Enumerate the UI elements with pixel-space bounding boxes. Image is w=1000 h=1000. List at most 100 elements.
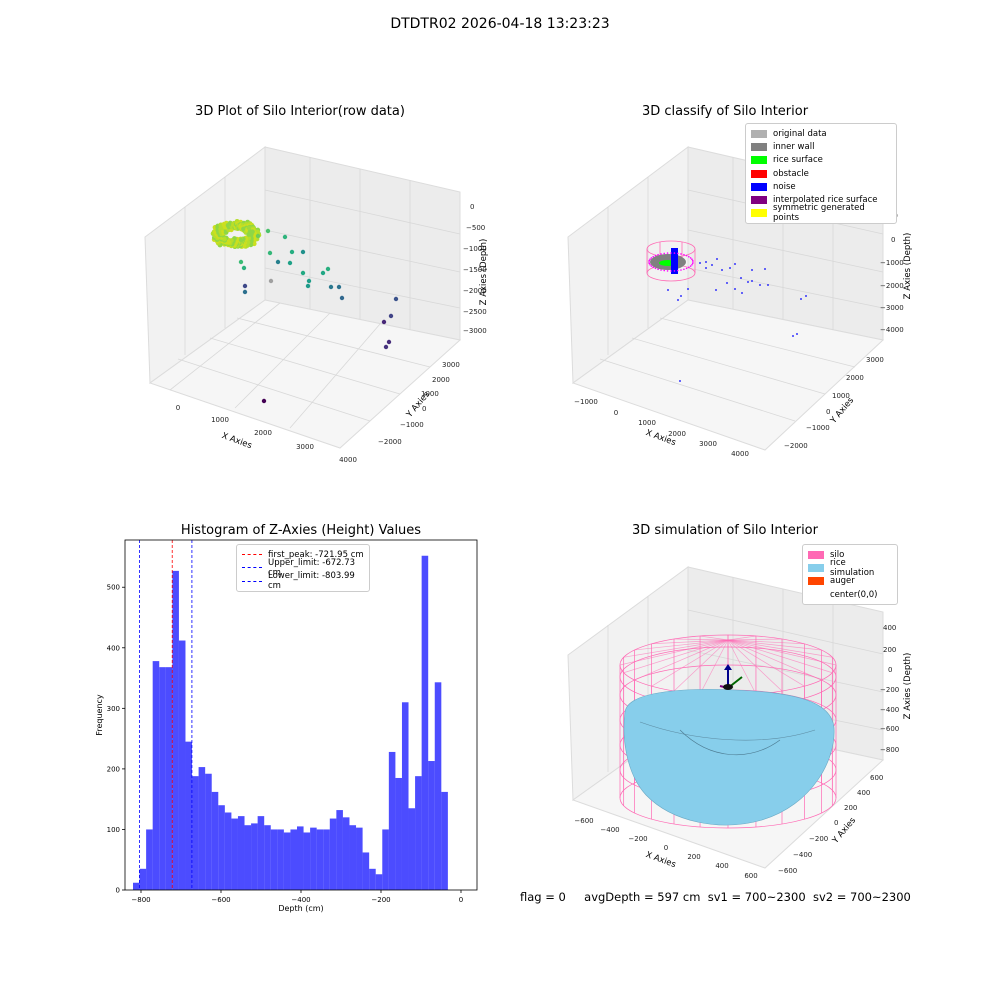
legend-swatch: [808, 550, 824, 559]
sim-ytick: 400: [857, 789, 870, 797]
classify-ztick: −3000: [880, 304, 904, 312]
legend-item-upper-limit: Upper_limit: -672.73 cm: [242, 558, 364, 578]
silo-roof-line: [651, 639, 729, 687]
status-line: flag = 0 avgDepth = 597 cm sv1 = 700~230…: [520, 890, 911, 904]
legend-swatch: [751, 182, 767, 191]
flag-text: flag = 0: [520, 890, 566, 904]
noise-point: [767, 284, 769, 286]
interpolated-point: [685, 267, 688, 270]
histogram-bar: [349, 825, 357, 890]
histogram-bar: [152, 661, 160, 890]
histogram-ytick-label: 300: [107, 705, 120, 713]
legend-item-obstacle: obstacle: [751, 167, 891, 180]
raw-point: [238, 237, 244, 243]
histogram-ytick-label: 200: [107, 765, 120, 773]
classify-ztick: −4000: [880, 326, 904, 334]
interpolated-point: [650, 265, 653, 267]
interpolated-point: [673, 270, 676, 272]
histogram-xtick-label: −400: [291, 896, 310, 904]
sim-xtick: −200: [628, 835, 647, 843]
noise-point: [792, 335, 794, 337]
histogram-bar: [297, 826, 304, 890]
raw-point: [242, 289, 248, 295]
interpolated-point: [691, 258, 693, 261]
simulation-plot-title: 3D simulation of Silo Interior: [632, 523, 818, 538]
sim-xtick: −600: [574, 817, 593, 825]
histogram-bar: [211, 791, 219, 890]
interpolated-point: [654, 267, 657, 270]
histogram-xtick-label: −200: [371, 896, 390, 904]
histogram-bar: [237, 816, 245, 890]
histogram-bar: [356, 827, 363, 890]
legend-swatch: [751, 156, 767, 165]
legend-label: first_peak: -721.95 cm: [268, 549, 364, 560]
noise-point: [679, 380, 681, 382]
histogram-bar: [231, 818, 238, 890]
noise-column: [671, 248, 678, 274]
sim-xtick: 400: [715, 862, 728, 870]
histogram-bar: [218, 805, 225, 890]
sim-ytick: 0: [834, 819, 838, 827]
sim-xtick: 200: [687, 853, 700, 861]
histogram-bar: [251, 823, 258, 890]
raw-point: [261, 398, 267, 404]
histogram-bar: [159, 667, 166, 890]
silo-roof-line: [727, 635, 757, 641]
raw-point: [381, 319, 387, 325]
raw-ytick: 1000: [421, 390, 439, 398]
histogram-bar: [441, 791, 448, 890]
silo-roof-line: [727, 639, 822, 681]
raw-point: [325, 266, 331, 272]
legend-swatch: [751, 142, 767, 151]
silo-roof-line: [634, 639, 729, 681]
rice-simulation-surface: [623, 689, 835, 826]
raw-point: [267, 250, 273, 256]
interpolated-point: [660, 253, 662, 255]
raw-point: [242, 283, 248, 289]
histogram-bar: [165, 667, 173, 890]
legend-label: Upper_limit: -672.73 cm: [268, 557, 356, 578]
sim-ytick: −200: [809, 835, 828, 843]
raw-point: [255, 233, 261, 239]
histogram-ylabel: Frequency: [95, 694, 104, 736]
legend-label: inner wall: [773, 141, 815, 152]
raw-ztick: −2000: [463, 287, 487, 295]
classify-ytick: 3000: [866, 356, 884, 364]
raw-zlabel: Z Axies (Depth): [479, 239, 489, 306]
noise-point: [764, 268, 766, 270]
histogram-bar: [198, 767, 206, 890]
sv2-text: sv2 = 700~2300: [812, 890, 911, 904]
histogram-bar: [369, 868, 376, 890]
classify-legend: original data inner wall rice surface ob…: [745, 123, 897, 225]
noise-point: [726, 282, 728, 284]
silo-roof-line: [623, 639, 729, 674]
silo-roof-line: [634, 639, 729, 651]
silo-roof-line: [727, 639, 805, 645]
histogram-bar: [205, 773, 212, 890]
histogram-xlabel: Depth (cm): [278, 904, 323, 913]
sim-ztick: 200: [883, 646, 896, 654]
histogram-bar: [303, 832, 311, 890]
raw-point: [282, 234, 288, 240]
raw-xtick: 1000: [211, 416, 229, 424]
raw-ztick: −3000: [463, 327, 487, 335]
classify-ytick: 2000: [846, 374, 864, 382]
legend-item-auger: auger: [808, 575, 892, 588]
legend-label: Lower_limit: -803.99 cm: [268, 571, 355, 592]
silo-roof-line: [673, 638, 729, 641]
legend-label: symmetric generated points: [773, 203, 865, 224]
interpolated-point: [691, 263, 693, 266]
histogram-bar: [342, 817, 350, 890]
silo-roof-line: [673, 639, 729, 692]
noise-point: [687, 288, 689, 290]
raw-point: [275, 259, 281, 265]
histogram-bar: [277, 829, 284, 890]
histogram-xtick-label: 0: [459, 896, 463, 904]
noise-point: [716, 258, 718, 260]
histogram-bar: [172, 570, 179, 890]
simulation-legend: silo rice simulation auger center(0,0): [802, 544, 898, 606]
raw-point: [265, 228, 271, 234]
histogram-bar: [270, 829, 278, 890]
sim-ztick: 400: [883, 624, 896, 632]
sim-xlabel: X Axies: [644, 850, 677, 870]
